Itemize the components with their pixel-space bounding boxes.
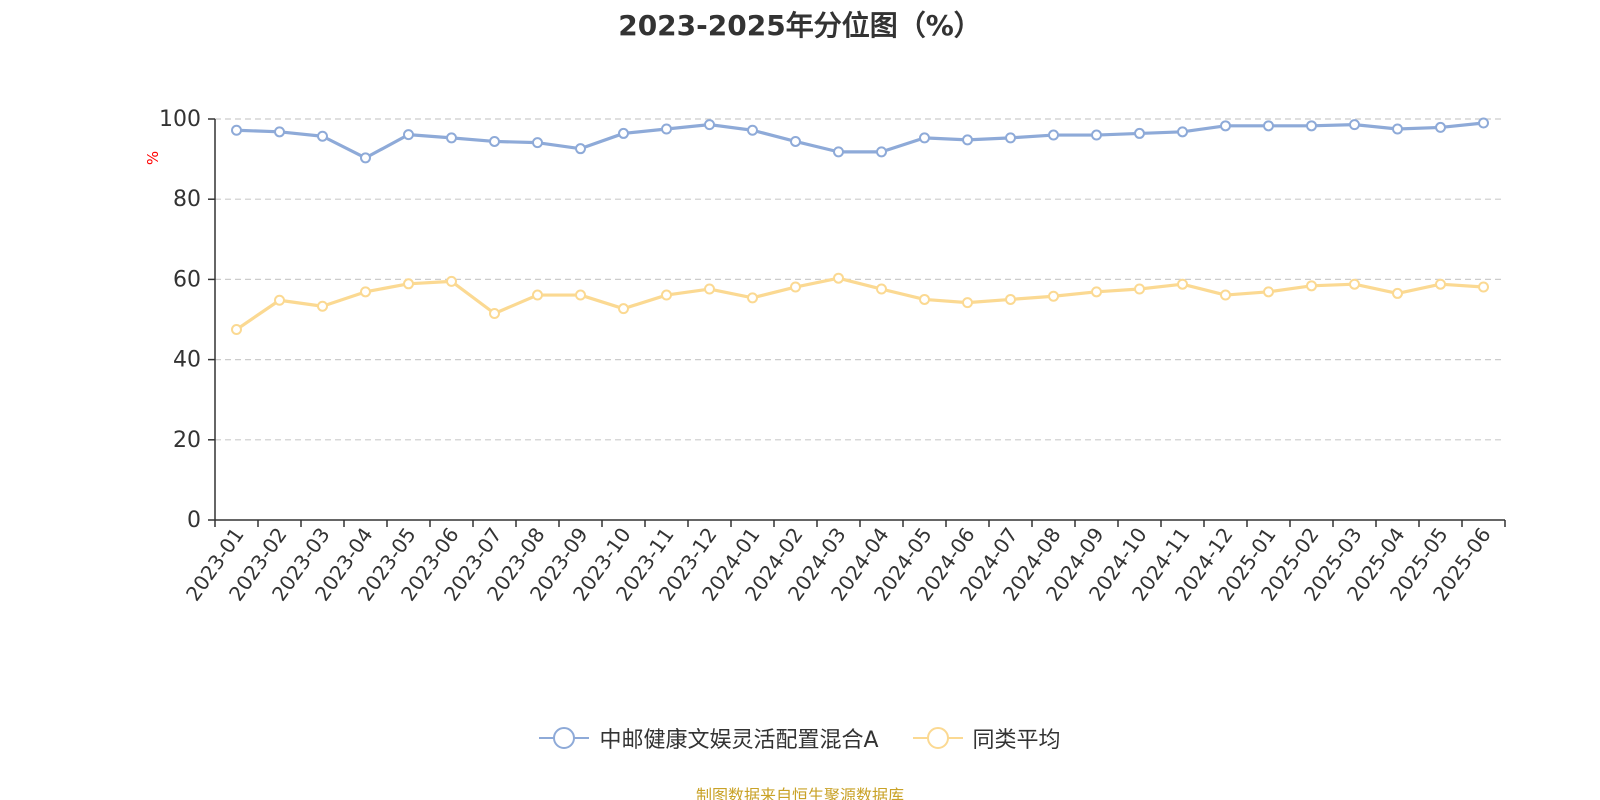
legend-swatch-fund	[539, 727, 590, 749]
data-point	[360, 286, 371, 298]
grid-lines	[215, 118, 1505, 441]
data-point	[1263, 120, 1274, 132]
data-point	[360, 152, 371, 164]
data-point	[1048, 290, 1059, 302]
data-point	[618, 127, 629, 139]
data-point	[704, 119, 715, 131]
data-point	[274, 126, 285, 138]
data-point	[231, 124, 242, 136]
data-point	[661, 289, 672, 301]
data-point	[274, 294, 285, 306]
data-point	[403, 278, 414, 290]
legend-swatch-peer	[912, 727, 963, 749]
data-point	[575, 143, 586, 155]
data-point	[1392, 287, 1403, 299]
data-point	[403, 129, 414, 141]
axes: 020406080100%2023-012023-022023-032023-0…	[144, 107, 1506, 605]
legend-label-fund: 中邮健康文娱灵活配置混合A	[599, 728, 879, 753]
series-layer	[231, 117, 1489, 336]
data-point	[876, 146, 887, 158]
data-point	[1134, 283, 1145, 295]
data-point	[1134, 127, 1145, 139]
y-tick-label: 100	[159, 107, 201, 132]
data-point	[790, 281, 801, 293]
data-point	[833, 272, 844, 284]
source-note: 制图数据来自恒生聚源数据库	[695, 786, 904, 800]
chart-title: 2023-2025年分位图（%）	[618, 9, 982, 42]
data-point	[317, 130, 328, 142]
series-line-1	[235, 276, 1484, 331]
data-point	[1091, 129, 1102, 141]
data-point	[1177, 126, 1188, 138]
data-point	[1435, 278, 1446, 290]
data-point	[1435, 121, 1446, 133]
data-point	[1306, 120, 1317, 132]
data-point	[876, 283, 887, 295]
data-point	[661, 123, 672, 135]
data-point	[446, 275, 457, 287]
y-tick-label: 0	[187, 508, 201, 533]
data-point	[532, 137, 543, 149]
y-axis-label: %	[144, 151, 162, 165]
data-point	[1220, 120, 1231, 132]
data-point	[704, 283, 715, 295]
data-point	[1349, 278, 1360, 290]
data-point	[1005, 132, 1016, 144]
data-point	[747, 124, 758, 136]
data-point	[1306, 280, 1317, 292]
data-point	[1220, 289, 1231, 301]
data-point	[962, 134, 973, 146]
series-0	[231, 117, 1489, 164]
data-point	[317, 300, 328, 312]
series-line-0	[236, 121, 1484, 160]
data-point	[489, 135, 500, 147]
data-point	[747, 292, 758, 304]
data-point	[1392, 123, 1403, 135]
data-point	[1478, 281, 1489, 293]
data-point	[919, 132, 930, 144]
data-point	[446, 132, 457, 144]
data-point	[532, 289, 543, 301]
data-point	[1048, 129, 1059, 141]
y-tick-label: 40	[173, 348, 201, 373]
data-point	[1091, 286, 1102, 298]
data-point	[489, 307, 500, 319]
legend-label-peer: 同类平均	[972, 728, 1061, 753]
y-tick-label: 80	[173, 187, 201, 212]
data-point	[618, 303, 629, 315]
data-point	[1177, 278, 1188, 290]
data-point	[1263, 286, 1274, 298]
series-1	[231, 272, 1489, 336]
data-point	[919, 293, 930, 305]
legend-item-peer[interactable]: 同类平均	[912, 722, 1061, 754]
y-tick-label: 20	[173, 428, 201, 453]
data-point	[231, 324, 242, 336]
data-point	[962, 297, 973, 309]
y-tick-label: 60	[173, 267, 201, 292]
data-point	[1349, 119, 1360, 131]
data-point	[575, 289, 586, 301]
legend: 中邮健康文娱灵活配置混合A 同类平均	[0, 722, 1600, 754]
data-point	[1005, 293, 1016, 305]
data-point	[790, 135, 801, 147]
data-point	[833, 146, 844, 158]
data-point	[1478, 117, 1489, 129]
legend-item-fund[interactable]: 中邮健康文娱灵活配置混合A	[539, 722, 879, 754]
